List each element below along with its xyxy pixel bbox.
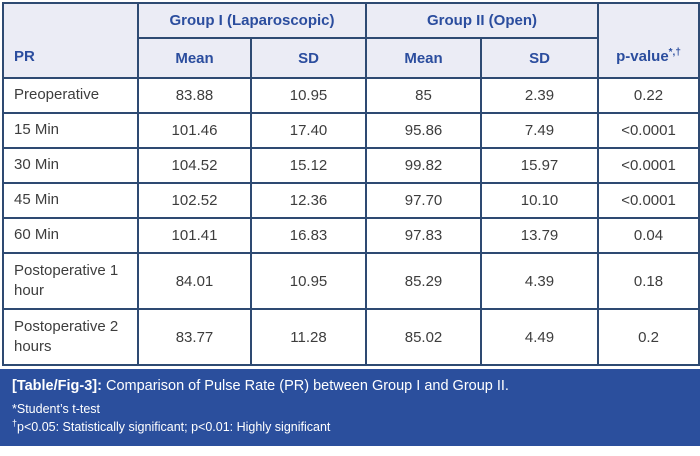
cell-g1-sd: 16.83 [249,217,368,254]
table-row-30min: 30 Min 104.52 15.12 99.82 15.97 <0.0001 [2,147,700,184]
cell-g2-sd: 10.10 [480,182,600,219]
row-label: Postoperative 2 hours [2,308,139,366]
cell-g1-sd: 10.95 [249,77,368,114]
cell-g1-mean: 101.41 [137,217,252,254]
cell-g1-mean: 84.01 [137,252,252,310]
footnote-significance-text: p<0.05: Statistically significant; p<0.0… [17,420,331,435]
column-header-pvalue: p-value*,† [597,2,700,79]
cell-g1-mean: 104.52 [137,147,252,184]
cell-g2-sd: 4.49 [480,308,600,366]
header-row-stats: Mean SD Mean SD [3,37,699,79]
cell-g1-mean: 102.52 [137,182,252,219]
cell-g2-mean: 85.02 [365,308,483,366]
table-caption: [Table/Fig-3]: Comparison of Pulse Rate … [12,377,688,397]
caption-tag: [Table/Fig-3]: [12,378,102,394]
cell-g2-sd: 7.49 [480,112,600,149]
cell-g2-sd: 4.39 [480,252,600,310]
cell-pvalue: 0.22 [597,77,700,114]
pvalue-label: p-value [616,48,669,65]
table-row-45min: 45 Min 102.52 12.36 97.70 10.10 <0.0001 [2,182,700,219]
table-row-postop-1hour: Postoperative 1 hour 84.01 10.95 85.29 4… [2,252,700,310]
cell-g2-mean: 97.70 [365,182,483,219]
cell-pvalue: 0.04 [597,217,700,254]
bottom-margin [0,446,700,456]
column-header-g1-mean: Mean [137,37,252,79]
table-row-15min: 15 Min 101.46 17.40 95.86 7.49 <0.0001 [2,112,700,149]
row-label: Preoperative [2,77,139,114]
column-header-g1-sd: SD [249,37,368,79]
cell-g1-sd: 17.40 [249,112,368,149]
table-row-60min: 60 Min 101.41 16.83 97.83 13.79 0.04 [2,217,700,254]
cell-g2-sd: 2.39 [480,77,600,114]
cell-g1-sd: 15.12 [249,147,368,184]
row-label: 15 Min [2,112,139,149]
cell-pvalue: <0.0001 [597,112,700,149]
cell-g2-mean: 85 [365,77,483,114]
row-label: 45 Min [2,182,139,219]
header-row-groups: PR Group I (Laparoscopic) Group II (Open… [2,2,700,79]
table-row-postop-2hours: Postoperative 2 hours 83.77 11.28 85.02 … [2,308,700,366]
pvalue-superscript: *,† [668,47,681,58]
pulse-rate-table: PR Group I (Laparoscopic) Group II (Open… [2,2,700,366]
caption-bar: [Table/Fig-3]: Comparison of Pulse Rate … [0,369,700,447]
cell-g2-mean: 97.83 [365,217,483,254]
table-figure: PR Group I (Laparoscopic) Group II (Open… [2,2,700,366]
row-label: 30 Min [2,147,139,184]
cell-g1-mean: 83.77 [137,308,252,366]
column-header-pr: PR [2,2,139,79]
dagger-symbol: † [12,418,18,429]
column-header-g2-mean: Mean [365,37,483,79]
footnote-significance: †p<0.05: Statistically significant; p<0.… [12,418,688,437]
cell-g1-sd: 12.36 [249,182,368,219]
cell-g1-sd: 10.95 [249,252,368,310]
column-header-g2-sd: SD [480,37,600,79]
cell-g2-sd: 15.97 [480,147,600,184]
cell-pvalue: 0.2 [597,308,700,366]
cell-g2-sd: 13.79 [480,217,600,254]
caption-text: Comparison of Pulse Rate (PR) between Gr… [101,378,509,394]
row-label: Postoperative 1 hour [2,252,139,310]
cell-g1-sd: 11.28 [249,308,368,366]
table-row-preoperative: Preoperative 83.88 10.95 85 2.39 0.22 [2,77,700,114]
cell-g2-mean: 85.29 [365,252,483,310]
cell-g2-mean: 95.86 [365,112,483,149]
cell-pvalue: 0.18 [597,252,700,310]
column-header-group2: Group II (Open) [365,2,600,39]
column-header-group1: Group I (Laparoscopic) [136,2,368,39]
cell-g1-mean: 101.46 [137,112,252,149]
cell-pvalue: <0.0001 [597,182,700,219]
cell-g2-mean: 99.82 [365,147,483,184]
footnote-students-ttest: *Student’s t-test [12,401,101,416]
cell-g1-mean: 83.88 [137,77,252,114]
cell-pvalue: <0.0001 [597,147,700,184]
row-label: 60 Min [2,217,139,254]
